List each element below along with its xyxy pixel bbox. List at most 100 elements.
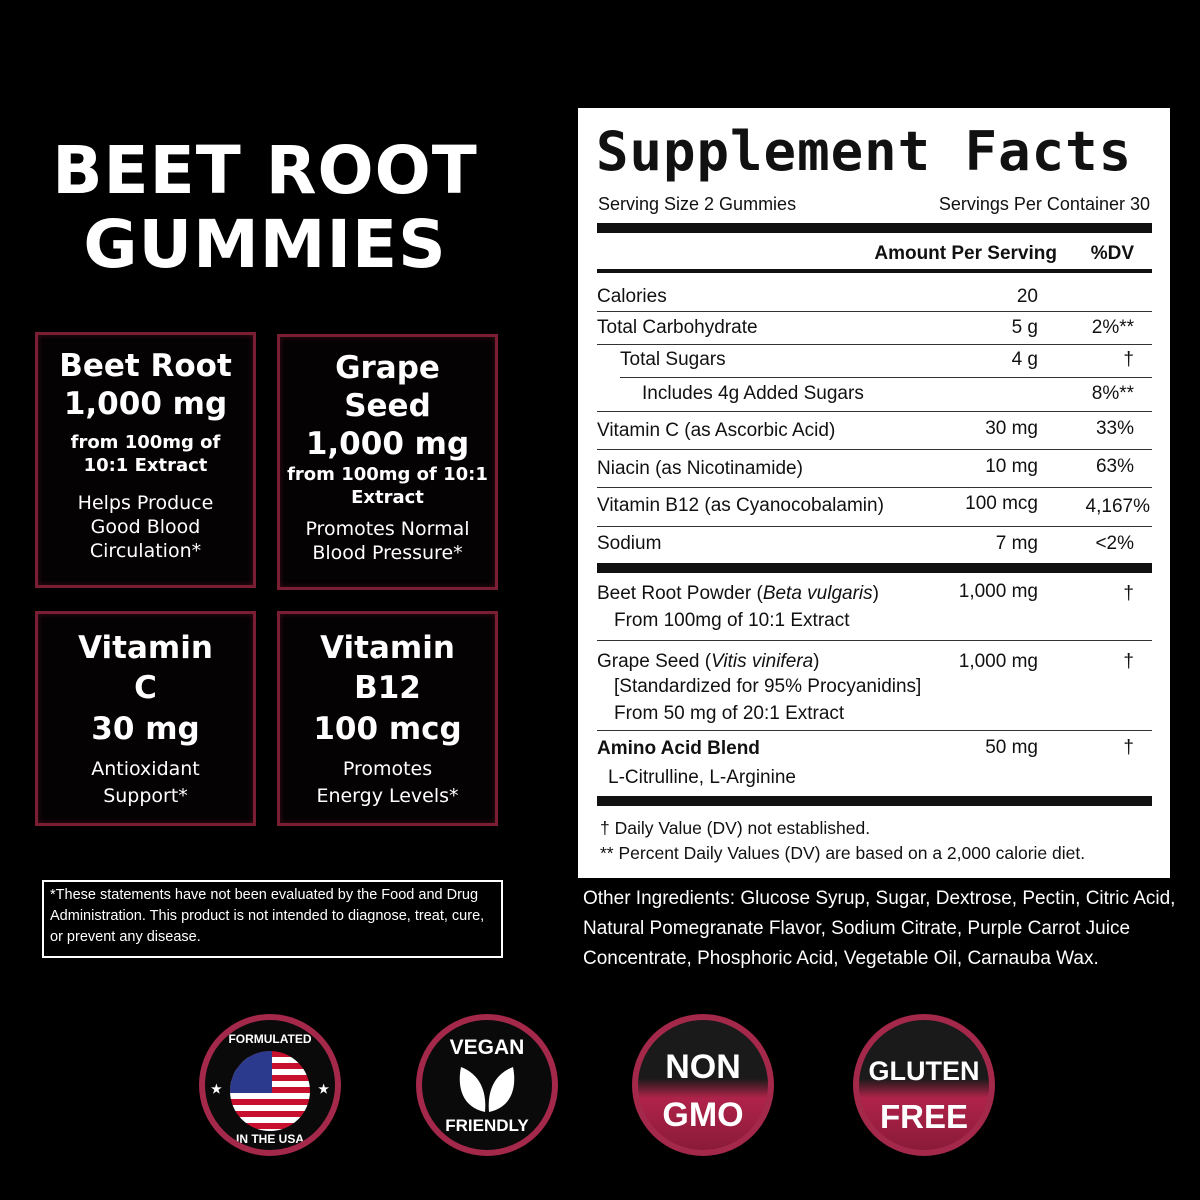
ingredient-dv: † xyxy=(1123,737,1134,758)
facts-title: Supplement Facts xyxy=(596,120,1133,183)
row-divider xyxy=(597,344,1152,345)
card-heading: Vitamin C xyxy=(78,630,213,706)
badge-top-text: FORMULATED xyxy=(228,1032,312,1046)
other-ingredients: Other Ingredients: Glucose Syrup, Sugar,… xyxy=(583,888,1176,969)
row-divider xyxy=(620,377,1152,378)
badge-bottom-text: GMO xyxy=(662,1096,744,1134)
card-grape-seed: Grape Seed 1,000 mg from 100mg of 10:1 E… xyxy=(277,334,498,590)
footnote-dv: ** Percent Daily Values (DV) are based o… xyxy=(600,843,1086,863)
card-sub: from 100mg of 10:1 Extract xyxy=(70,432,221,476)
nutrient-amount: 5 g xyxy=(1011,317,1038,338)
serving-size: Serving Size 2 Gummies xyxy=(598,194,797,214)
badge-top-text: VEGAN xyxy=(449,1036,525,1059)
dv-header: %DV xyxy=(1090,243,1134,264)
latin-name: Vitis vinifera xyxy=(711,651,814,672)
ingredient-sub: From 100mg of 10:1 Extract xyxy=(614,610,850,631)
nutrient-name: Vitamin C (as Ascorbic Acid) xyxy=(597,420,836,441)
card-heading: Beet Root xyxy=(59,348,232,384)
badge-top-text: NON xyxy=(665,1048,741,1086)
nutrient-amount: 20 xyxy=(1016,286,1038,307)
card-heading: Vitamin B12 xyxy=(320,630,455,706)
badge-vegan-friendly: VEGAN FRIENDLY xyxy=(416,1014,558,1156)
badge-non-gmo: NON GMO xyxy=(632,1014,774,1156)
nutrient-dv: 8%** xyxy=(1091,383,1134,404)
nutrient-name: Calories xyxy=(597,286,667,307)
divider xyxy=(597,223,1152,233)
name-close: ) xyxy=(872,583,879,604)
nutrient-dv: 33% xyxy=(1095,418,1134,439)
badge-formulated-usa: FORMULATED ★ ★ IN THE USA xyxy=(199,1014,341,1156)
us-flag-icon xyxy=(230,1051,310,1131)
card-heading: Grape Seed xyxy=(335,350,440,424)
row-divider xyxy=(597,311,1152,312)
name-text: Grape Seed ( xyxy=(597,651,712,672)
ingredient-name: Beet Root Powder (Beta vulgaris) xyxy=(597,583,879,605)
star-icon: ★ xyxy=(318,1082,329,1096)
nutrient-dv: 63% xyxy=(1095,456,1134,477)
title-line2: GUMMIES xyxy=(83,206,447,283)
divider xyxy=(597,796,1152,806)
nutrient-name: Niacin (as Nicotinamide) xyxy=(597,458,803,479)
latin-name: Beta vulgaris xyxy=(762,583,873,604)
ingredient-dv: † xyxy=(1123,651,1134,672)
supplement-facts-panel: Supplement Facts Serving Size 2 Gummies … xyxy=(578,108,1170,878)
ingredient-name: Amino Acid Blend xyxy=(597,738,760,759)
ingredient-sub: From 50 mg of 20:1 Extract xyxy=(614,703,845,724)
divider xyxy=(597,563,1152,573)
divider xyxy=(597,269,1152,273)
nutrient-name: Sodium xyxy=(597,533,662,554)
nutrient-dv: † xyxy=(1123,349,1134,370)
leaf-icon xyxy=(459,1067,515,1112)
card-amount: 100 mcg xyxy=(313,711,462,747)
nutrient-name: Total Carbohydrate xyxy=(597,317,758,338)
nutrient-amount: 7 mg xyxy=(995,533,1038,554)
star-icon: ★ xyxy=(211,1082,222,1096)
row-divider xyxy=(597,640,1152,641)
ingredient-dv: † xyxy=(1123,583,1134,604)
ingredient-sub: L-Citrulline, L-Arginine xyxy=(608,767,796,788)
title-line1: BEET ROOT xyxy=(52,132,478,209)
row-divider xyxy=(597,487,1152,488)
badge-bottom-text: IN THE USA xyxy=(235,1132,304,1146)
row-divider xyxy=(597,411,1152,412)
card-vitamin-c: Vitamin C 30 mg Antioxidant Support* xyxy=(35,611,256,826)
fda-disclaimer: *These statements have not been evaluate… xyxy=(42,880,503,958)
row-divider xyxy=(597,449,1152,450)
nutrient-name: Total Sugars xyxy=(620,349,726,370)
nutrient-amount: 30 mg xyxy=(985,418,1038,439)
name-text: Beet Root Powder ( xyxy=(597,583,763,604)
footnote-dagger: † Daily Value (DV) not established. xyxy=(600,818,871,838)
nutrient-dv: 2%** xyxy=(1091,317,1134,338)
badge-bottom-text: FREE xyxy=(879,1098,968,1135)
amount-header: Amount Per Serving xyxy=(874,243,1057,264)
card-desc: Promotes Normal Blood Pressure* xyxy=(305,518,470,564)
ingredient-sub: [Standardized for 95% Procyanidins] xyxy=(614,676,922,697)
nutrient-amount: 4 g xyxy=(1011,349,1038,370)
card-amount: 30 mg xyxy=(91,711,200,747)
card-desc: Antioxidant Support* xyxy=(91,758,200,807)
name-close: ) xyxy=(813,651,820,672)
nutrient-dv: 4,167% xyxy=(1085,496,1150,517)
ingredient-amount: 50 mg xyxy=(985,737,1038,758)
badge-top-text: GLUTEN xyxy=(868,1056,980,1086)
card-sub: from 100mg of 10:1 Extract xyxy=(287,464,488,508)
badge-gluten-free: GLUTEN FREE xyxy=(853,1014,995,1156)
servings-per-container: Servings Per Container 30 xyxy=(938,194,1150,214)
nutrient-amount: 10 mg xyxy=(985,456,1038,477)
card-vitamin-b12: Vitamin B12 100 mcg Promotes Energy Leve… xyxy=(277,611,498,826)
row-divider xyxy=(597,730,1152,731)
ingredient-name: Grape Seed (Vitis vinifera) xyxy=(597,651,820,673)
nutrient-dv: <2% xyxy=(1095,533,1134,554)
card-desc: Helps Produce Good Blood Circulation* xyxy=(77,492,214,562)
ingredient-amount: 1,000 mg xyxy=(958,651,1038,672)
row-divider xyxy=(597,526,1152,527)
card-desc: Promotes Energy Levels* xyxy=(316,758,459,807)
ingredient-amount: 1,000 mg xyxy=(958,581,1038,602)
card-amount: 1,000 mg xyxy=(63,386,228,422)
nutrient-name: Includes 4g Added Sugars xyxy=(642,383,864,404)
card-amount: 1,000 mg xyxy=(305,426,470,462)
product-title: BEET ROOT GUMMIES xyxy=(30,134,500,282)
nutrient-amount: 100 mcg xyxy=(965,493,1038,514)
badge-bottom-text: FRIENDLY xyxy=(445,1116,529,1135)
card-beet-root: Beet Root 1,000 mg from 100mg of 10:1 Ex… xyxy=(35,332,256,588)
